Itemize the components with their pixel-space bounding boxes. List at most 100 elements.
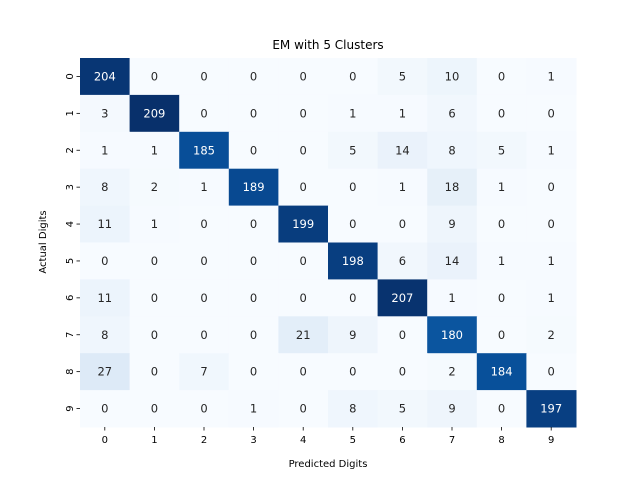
heatmap-cell-0-1 <box>129 58 180 96</box>
cell-value-label-5-1: 0 <box>151 254 158 268</box>
cell-value-label-6-9: 1 <box>548 291 555 305</box>
cell-value-label-8-7: 2 <box>448 365 455 379</box>
heatmap-cell-6-4 <box>278 279 329 317</box>
heatmap-cell-3-3 <box>228 168 279 207</box>
cell-value-label-0-8: 0 <box>498 69 505 83</box>
cell-value-label-1-8: 0 <box>498 106 505 120</box>
heatmap-cell-4-4 <box>278 205 329 243</box>
cell-value-label-9-2: 0 <box>200 402 207 416</box>
heatmap-cell-6-1 <box>129 279 180 317</box>
y-tick-label-2: 2 <box>65 147 76 153</box>
heatmap-cell-0-7 <box>427 58 478 96</box>
heatmap-cell-9-0 <box>80 390 131 428</box>
heatmap-cell-1-4 <box>278 94 329 133</box>
heatmap-cell-3-1 <box>129 168 180 207</box>
cell-value-label-3-6: 1 <box>399 180 406 194</box>
cell-value-label-5-9: 1 <box>548 254 555 268</box>
cell-value-label-7-2: 0 <box>200 328 207 342</box>
heatmap-cell-5-3 <box>228 242 279 280</box>
cell-value-label-5-2: 0 <box>200 254 207 268</box>
y-tick-label-1: 1 <box>65 110 76 116</box>
heatmap-cell-9-2 <box>179 390 230 428</box>
heatmap-cell-4-0 <box>80 205 131 243</box>
cell-value-label-0-1: 0 <box>151 69 158 83</box>
heatmap-cell-0-9 <box>526 58 577 96</box>
heatmap-cell-2-0 <box>80 131 131 170</box>
heatmap-cell-2-7 <box>427 131 478 170</box>
x-tick-label-7: 7 <box>449 435 455 446</box>
x-tick-label-1: 1 <box>151 435 157 446</box>
y-axis-ticks: 0 1 2 3 4 5 6 7 8 9 <box>65 73 80 412</box>
cell-value-label-1-7: 6 <box>448 106 455 120</box>
x-tick-label-6: 6 <box>399 435 405 446</box>
heatmap-cell-7-1 <box>129 316 180 354</box>
cell-value-label-6-4: 0 <box>300 291 307 305</box>
cell-value-label-3-7: 18 <box>445 180 460 194</box>
heatmap-cell-8-3 <box>228 353 279 391</box>
cell-value-label-8-6: 0 <box>399 365 406 379</box>
heatmap-cell-8-8 <box>476 353 527 391</box>
cell-value-label-2-4: 0 <box>300 143 307 157</box>
cell-value-label-8-9: 0 <box>548 365 555 379</box>
cell-value-label-4-5: 0 <box>349 217 356 231</box>
cell-value-label-7-4: 21 <box>296 328 311 342</box>
x-tick-label-2: 2 <box>201 435 207 446</box>
heatmap-cells: 204 0 0 0 0 0 5 10 0 13 209 0 0 0 1 1 6 0 01 1 185 0 0 5 14 8 5 18 2… <box>80 58 577 428</box>
y-tick-label-4: 4 <box>65 221 76 227</box>
x-axis-ticks: 0 1 2 3 4 5 6 7 8 9 <box>102 427 554 446</box>
heatmap-cell-5-5 <box>328 242 379 280</box>
heatmap-cell-4-2 <box>179 205 230 243</box>
cell-value-label-3-2: 1 <box>200 180 207 194</box>
heatmap-cell-5-9 <box>526 242 577 280</box>
cell-value-label-4-7: 9 <box>448 217 455 231</box>
heatmap-cell-3-8 <box>476 168 527 207</box>
heatmap-cell-8-7 <box>427 353 478 391</box>
cell-value-label-0-9: 1 <box>548 69 555 83</box>
x-tick-label-3: 3 <box>250 435 256 446</box>
cell-value-label-3-1: 2 <box>151 180 158 194</box>
cell-value-label-5-8: 1 <box>498 254 505 268</box>
cell-value-label-2-1: 1 <box>151 143 158 157</box>
heatmap-cell-9-4 <box>278 390 329 428</box>
heatmap-cell-1-3 <box>228 94 279 133</box>
cell-value-label-2-7: 8 <box>448 143 455 157</box>
cell-value-label-5-4: 0 <box>300 254 307 268</box>
heatmap-cell-7-6 <box>377 316 428 354</box>
heatmap-cell-8-0 <box>80 353 131 391</box>
cell-value-label-4-1: 1 <box>151 217 158 231</box>
cell-value-label-9-0: 0 <box>101 402 108 416</box>
y-tick-label-6: 6 <box>65 295 76 301</box>
heatmap-cell-0-5 <box>328 58 379 96</box>
cell-value-label-2-9: 1 <box>548 143 555 157</box>
heatmap-cell-7-9 <box>526 316 577 354</box>
heatmap-cell-0-2 <box>179 58 230 96</box>
cell-value-label-4-0: 11 <box>97 217 112 231</box>
heatmap-cell-9-1 <box>129 390 180 428</box>
cell-value-label-9-4: 0 <box>300 402 307 416</box>
cell-value-label-7-5: 9 <box>349 328 356 342</box>
heatmap-cell-9-6 <box>377 390 428 428</box>
cell-value-label-1-3: 0 <box>250 106 257 120</box>
heatmap-cell-1-6 <box>377 94 428 133</box>
cell-value-label-3-4: 0 <box>300 180 307 194</box>
heatmap-cell-7-0 <box>80 316 131 354</box>
heatmap-cell-2-9 <box>526 131 577 170</box>
heatmap-cell-4-7 <box>427 205 478 243</box>
y-axis-label: Actual Digits <box>38 210 49 273</box>
heatmap-cell-6-6 <box>377 279 428 317</box>
cell-value-label-6-5: 0 <box>349 291 356 305</box>
heatmap-cell-2-8 <box>476 131 527 170</box>
heatmap-cell-7-5 <box>328 316 379 354</box>
y-tick-label-9: 9 <box>65 405 76 411</box>
x-tick-label-5: 5 <box>350 435 356 446</box>
heatmap-cell-4-6 <box>377 205 428 243</box>
cell-value-label-7-1: 0 <box>151 328 158 342</box>
cell-value-label-0-7: 10 <box>445 69 460 83</box>
heatmap-cell-6-5 <box>328 279 379 317</box>
heatmap-cell-2-5 <box>328 131 379 170</box>
cell-value-label-3-3: 189 <box>243 180 265 194</box>
cell-value-label-6-3: 0 <box>250 291 257 305</box>
cell-value-label-1-2: 0 <box>200 106 207 120</box>
cell-value-label-7-8: 0 <box>498 328 505 342</box>
